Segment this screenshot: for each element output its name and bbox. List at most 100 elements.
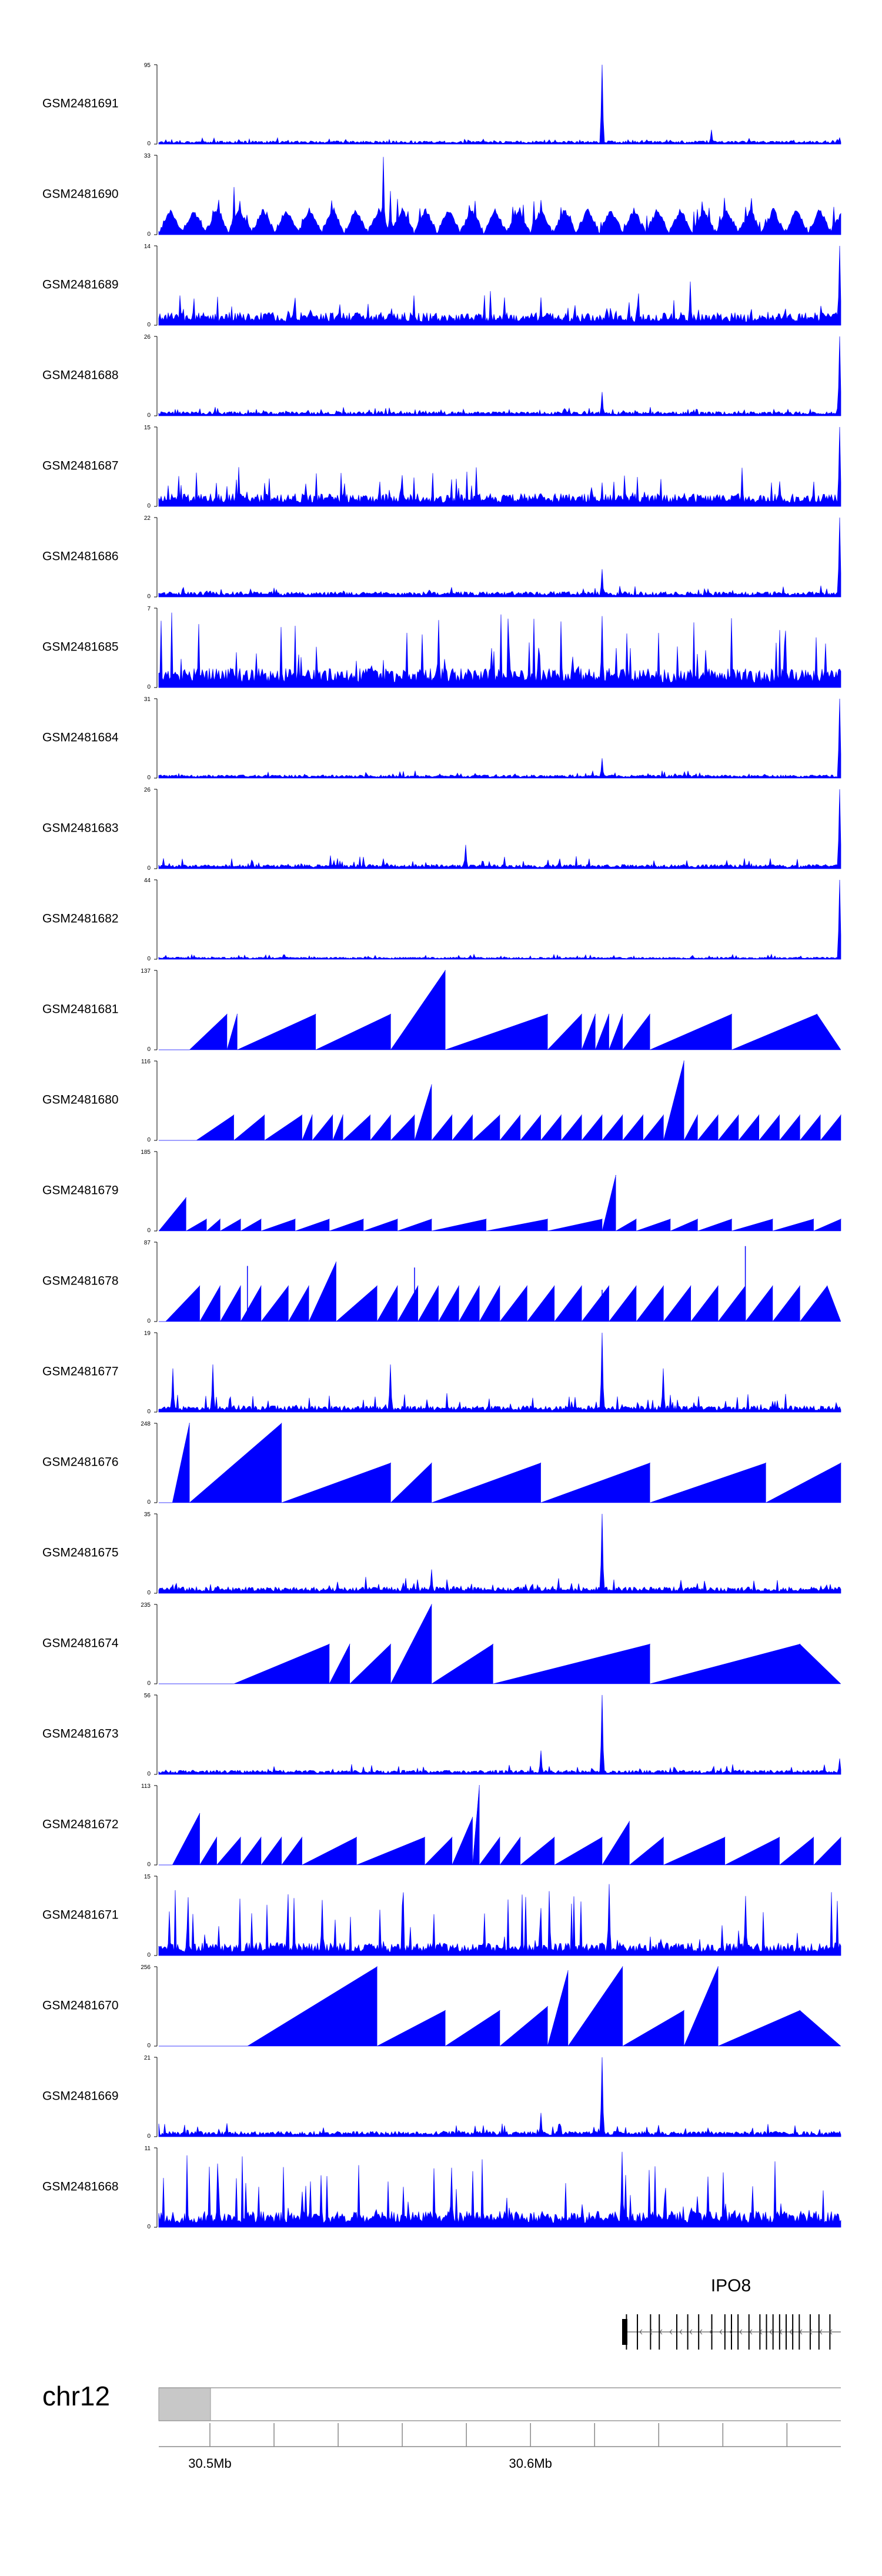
coverage-area — [159, 1060, 841, 1141]
y-max-label: 95 — [144, 62, 151, 69]
y-min-label: 0 — [147, 412, 151, 419]
strand-arrow — [639, 2329, 643, 2335]
y-min-label: 0 — [147, 1409, 151, 1415]
track-label: GSM2481691 — [42, 97, 119, 111]
gene-label: IPO8 — [711, 2276, 751, 2295]
strand-arrow — [719, 2329, 723, 2335]
strand-arrow — [689, 2329, 693, 2335]
coverage-area — [159, 1604, 841, 1684]
coverage-area — [158, 879, 841, 960]
y-min-label: 0 — [147, 1771, 151, 1777]
coverage-area — [158, 2057, 841, 2137]
track-label: GSM2481670 — [42, 1999, 119, 2013]
track-label: GSM2481680 — [42, 1093, 119, 1107]
peak-point — [445, 2010, 446, 2011]
track-label: GSM2481675 — [42, 1546, 119, 1560]
strand-arrow — [749, 2329, 753, 2335]
coverage-area — [158, 245, 841, 326]
y-max-label: 113 — [141, 1783, 151, 1790]
strand-arrow — [669, 2329, 673, 2335]
y-max-label: 11 — [145, 2145, 151, 2152]
y-max-label: 7 — [147, 606, 151, 612]
y-max-label: 26 — [144, 787, 151, 793]
coverage-area — [159, 1785, 841, 1866]
strand-arrow — [649, 2329, 653, 2335]
coverage-area — [158, 1175, 841, 1232]
y-min-label: 0 — [147, 1861, 151, 1868]
axis-tick-label: 30.6Mb — [509, 2456, 552, 2471]
strand-arrow — [769, 2329, 773, 2335]
y-min-label: 0 — [147, 1227, 151, 1234]
strand-arrow — [659, 2329, 663, 2335]
track-label: GSM2481673 — [42, 1727, 119, 1741]
y-min-label: 0 — [147, 1137, 151, 1143]
strand-arrow — [829, 2329, 833, 2335]
y-min-label: 0 — [147, 684, 151, 690]
strand-arrow — [759, 2329, 763, 2335]
y-max-label: 21 — [144, 2055, 151, 2061]
coverage-area — [158, 1513, 841, 1594]
track-label: GSM2481668 — [42, 2180, 119, 2194]
track-label: GSM2481671 — [42, 1908, 119, 1922]
y-max-label: 15 — [144, 425, 151, 431]
coverage-area — [158, 2151, 841, 2228]
y-max-label: 87 — [144, 1240, 151, 1246]
track-label: GSM2481687 — [42, 459, 119, 473]
axis-tick-label: 30.5Mb — [188, 2456, 231, 2471]
coverage-area — [159, 1423, 841, 1503]
track-label: GSM2481672 — [42, 1818, 119, 1831]
y-min-label: 0 — [147, 141, 151, 147]
track-label: GSM2481684 — [42, 731, 119, 745]
track-label: GSM2481688 — [42, 369, 119, 382]
chromosome-label: chr12 — [42, 2381, 110, 2411]
peak-point — [731, 1013, 732, 1015]
track-label: GSM2481679 — [42, 1184, 119, 1197]
peak-point — [226, 1013, 228, 1015]
track-label: GSM2481677 — [42, 1365, 119, 1379]
track-label: GSM2481674 — [42, 1637, 119, 1650]
track-label: GSM2481669 — [42, 2090, 119, 2103]
y-min-label: 0 — [147, 503, 151, 509]
peak-point — [236, 1013, 238, 1015]
peak-point — [199, 1813, 201, 1814]
track-label: GSM2481676 — [42, 1456, 119, 1469]
y-min-label: 0 — [147, 322, 151, 328]
track-label: GSM2481685 — [42, 640, 119, 654]
y-min-label: 0 — [147, 2224, 151, 2230]
peak-point — [315, 1013, 316, 1015]
y-min-label: 0 — [147, 593, 151, 600]
y-max-label: 19 — [144, 1330, 151, 1337]
peak-point — [479, 1785, 480, 1786]
y-min-label: 0 — [147, 1499, 151, 1506]
coverage-area — [158, 789, 841, 869]
y-min-label: 0 — [147, 1318, 151, 1324]
y-min-label: 0 — [147, 2043, 151, 2049]
gene-utr — [622, 2319, 627, 2345]
strand-arrow — [709, 2329, 713, 2335]
y-max-label: 35 — [144, 1511, 151, 1518]
strand-arrow — [809, 2329, 813, 2335]
coverage-area — [158, 426, 841, 507]
y-max-label: 248 — [141, 1421, 151, 1427]
coverage-area — [159, 970, 841, 1050]
strand-arrow — [789, 2329, 793, 2335]
peak-point — [499, 2010, 500, 2011]
coverage-area — [158, 612, 841, 688]
y-max-label: 33 — [144, 153, 151, 159]
coverage-area — [158, 64, 841, 145]
y-max-label: 22 — [144, 515, 151, 522]
y-max-label: 235 — [141, 1602, 151, 1609]
coverage-area — [158, 517, 841, 598]
peak-point — [717, 1966, 719, 1967]
peak-point — [622, 1013, 623, 1015]
track-label: GSM2481683 — [42, 822, 119, 835]
peak-point — [390, 1013, 392, 1015]
track-label: GSM2481690 — [42, 188, 119, 201]
strand-arrow — [679, 2329, 683, 2335]
y-max-label: 56 — [144, 1693, 151, 1699]
coverage-area — [158, 698, 841, 779]
y-min-label: 0 — [147, 956, 151, 962]
peak-point — [622, 1966, 623, 1967]
